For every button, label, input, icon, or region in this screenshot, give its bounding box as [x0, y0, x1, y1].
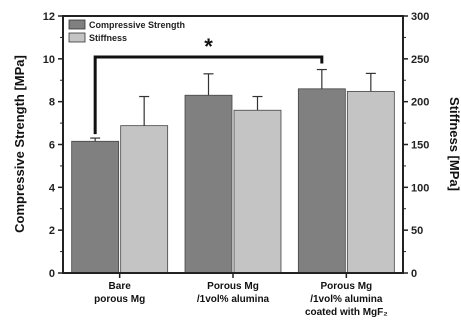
x-tick-label: porous Mg — [94, 294, 145, 305]
bar-stiffness — [346, 90, 395, 274]
legend: Compressive Strength Stiffness — [68, 19, 185, 43]
y2-tick-label: 200 — [411, 97, 429, 109]
bar-compressive-strength — [297, 88, 346, 274]
x-tick-label: coated with MgF₂ — [305, 307, 388, 318]
x-tick-label: Bare — [109, 281, 132, 292]
y-tick-label: 4 — [49, 182, 56, 194]
significance-bracket: * — [93, 34, 324, 135]
bar-stiffness — [233, 109, 282, 274]
y-tick-label: 0 — [49, 268, 55, 280]
y-tick-label: 8 — [49, 97, 55, 109]
legend-label-stiffness: Stiffness — [89, 33, 127, 43]
x-tick-label: /1vol% alumina — [310, 294, 383, 305]
x-tick-label: /1vol% alumina — [197, 294, 270, 305]
y2-axis-title: Stiffness [MPa] — [447, 97, 461, 191]
significance-marker: * — [204, 34, 213, 59]
y-axis-title: Compressive Strength [MPa] — [12, 55, 27, 233]
bar-stiffness — [120, 125, 169, 274]
y-tick-label: 12 — [43, 11, 55, 23]
y-tick-label: 6 — [49, 140, 55, 152]
y2-tick-label: 0 — [411, 268, 417, 280]
y2-tick-label: 250 — [411, 54, 429, 66]
y2-tick-label: 300 — [411, 11, 429, 23]
x-tick-label: Porous Mg — [320, 281, 372, 292]
plot-frame — [62, 15, 404, 274]
bar-compressive-strength — [184, 94, 233, 274]
y2-tick-label: 150 — [411, 140, 429, 152]
legend-swatch-stiffness — [68, 32, 86, 43]
x-tick-label: Porous Mg — [207, 281, 259, 292]
legend-label-compressive-strength: Compressive Strength — [89, 20, 185, 30]
y2-tick-label: 50 — [411, 225, 423, 237]
legend-swatch-compressive-strength — [68, 19, 86, 30]
bar-compressive-strength — [71, 140, 120, 274]
y-tick-label: 10 — [43, 54, 55, 66]
y2-tick-label: 100 — [411, 182, 429, 194]
y-tick-label: 2 — [49, 225, 55, 237]
